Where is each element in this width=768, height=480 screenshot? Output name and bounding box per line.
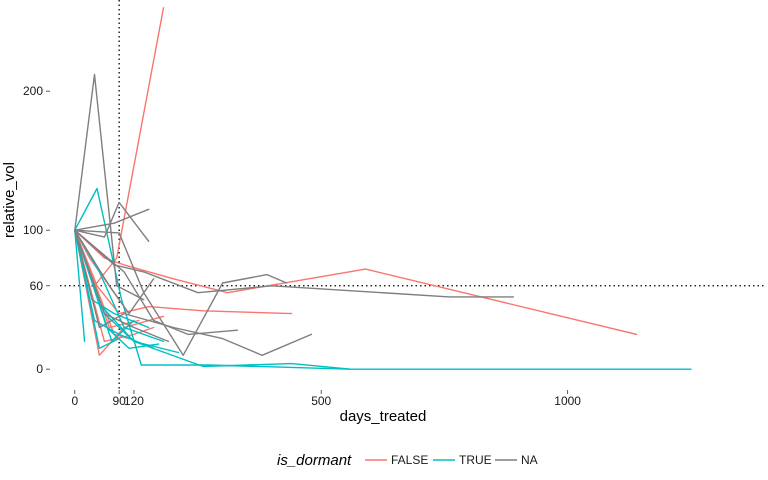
- y-tick-label: 200: [23, 84, 43, 98]
- y-axis-title: relative_vol: [1, 162, 18, 238]
- series-line-na-26: [74, 229, 155, 315]
- series-line-na-21: [74, 229, 288, 356]
- y-tick-label: 100: [23, 223, 43, 237]
- series-line-false-2: [74, 229, 638, 336]
- legend-title: is_dormant: [277, 452, 352, 469]
- series-line-true-17: [74, 229, 135, 343]
- x-tick-label: 90: [112, 394, 126, 408]
- series-line-true-9: [74, 187, 692, 370]
- legend-entries: FALSE TRUE NA: [365, 453, 538, 467]
- legend-label-na: NA: [521, 453, 538, 467]
- series-line-na-24: [74, 208, 150, 231]
- x-tick-label: 1000: [554, 394, 581, 408]
- series-line-na-19: [74, 73, 145, 301]
- series-line-na-25: [74, 229, 170, 343]
- y-tick-label: 60: [30, 279, 44, 293]
- series-line-true-11: [74, 229, 86, 343]
- x-tick-label: 0: [71, 394, 78, 408]
- y-tick-label: 0: [36, 362, 43, 376]
- legend: is_dormant FALSE TRUE NA: [277, 452, 538, 469]
- legend-label-false: FALSE: [391, 453, 428, 467]
- y-axis: 0 60 100 200: [23, 84, 50, 376]
- series-line-na-22: [74, 229, 515, 298]
- series-line-na-20: [74, 201, 150, 243]
- series-line-false-3: [74, 229, 293, 315]
- series-line-true-18: [74, 229, 120, 349]
- series-layer: [74, 7, 692, 370]
- x-tick-label: 120: [124, 394, 144, 408]
- x-axis-title: days_treated: [340, 408, 427, 425]
- x-tick-label: 500: [311, 394, 331, 408]
- legend-label-true: TRUE: [459, 453, 492, 467]
- reference-lines: [60, 0, 765, 390]
- series-line-na-23: [74, 229, 313, 356]
- series-line-na-27: [74, 229, 239, 336]
